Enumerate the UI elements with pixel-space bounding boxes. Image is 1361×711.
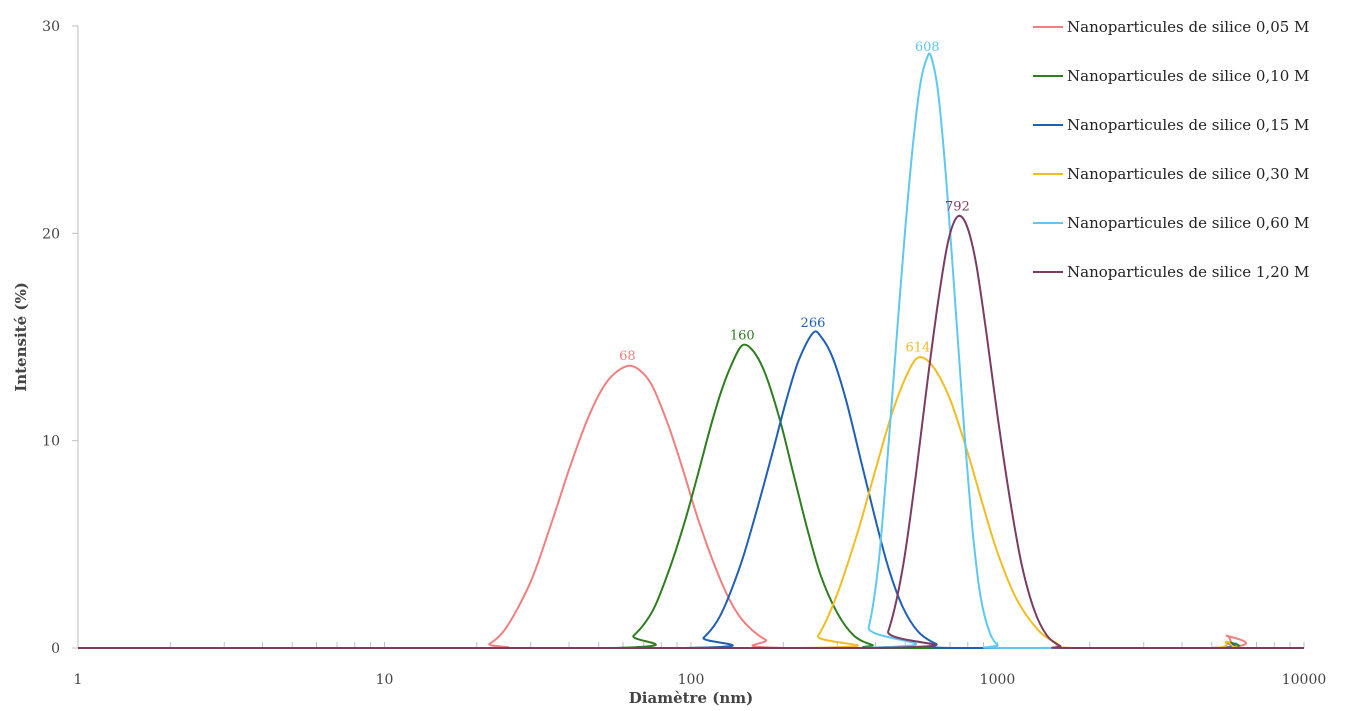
peak-label-6: 792 <box>945 200 970 215</box>
x-tick-label: 1 <box>74 672 83 688</box>
series-line-2 <box>78 343 1304 650</box>
peak-label-1: 68 <box>619 349 636 364</box>
y-tick-label: 10 <box>42 434 60 450</box>
x-tick-label: 10000 <box>1282 672 1327 688</box>
x-tick-label: 100 <box>678 672 705 688</box>
series-line-1 <box>78 364 1304 650</box>
series-line-3 <box>78 330 1304 650</box>
legend-label-5: Nanoparticules de silice 0,60 M <box>1067 214 1309 232</box>
legend-label-1: Nanoparticules de silice 0,05 M <box>1067 18 1309 36</box>
peak-label-5: 608 <box>915 40 940 55</box>
peak-label-3: 266 <box>801 316 826 331</box>
legend-label-2: Nanoparticules de silice 0,10 M <box>1067 67 1309 85</box>
peak-label-4: 614 <box>906 341 931 356</box>
series-line-6 <box>78 214 1304 650</box>
ticks: 1 10 100 1000 10000 0 10 20 30 <box>42 19 1326 688</box>
legend-label-6: Nanoparticules de silice 1,20 M <box>1067 263 1309 281</box>
x-axis-title: Diamètre (nm) <box>629 689 753 707</box>
peak-labels: 68 160 266 614 608 792 <box>619 40 970 364</box>
legend: Nanoparticules de silice 0,05 M Nanoparti… <box>1033 18 1309 281</box>
series-layer <box>78 52 1304 650</box>
series-line-5 <box>78 52 1304 650</box>
x-tick-label: 10 <box>376 672 394 688</box>
y-tick-label: 20 <box>42 226 60 242</box>
y-tick-label: 0 <box>51 641 60 657</box>
y-tick-label: 30 <box>42 19 60 35</box>
x-tick-label: 1000 <box>980 672 1016 688</box>
legend-label-3: Nanoparticules de silice 0,15 M <box>1067 116 1309 134</box>
legend-label-4: Nanoparticules de silice 0,30 M <box>1067 165 1309 183</box>
y-axis-title: Intensité (%) <box>12 282 30 392</box>
peak-label-2: 160 <box>730 328 755 343</box>
